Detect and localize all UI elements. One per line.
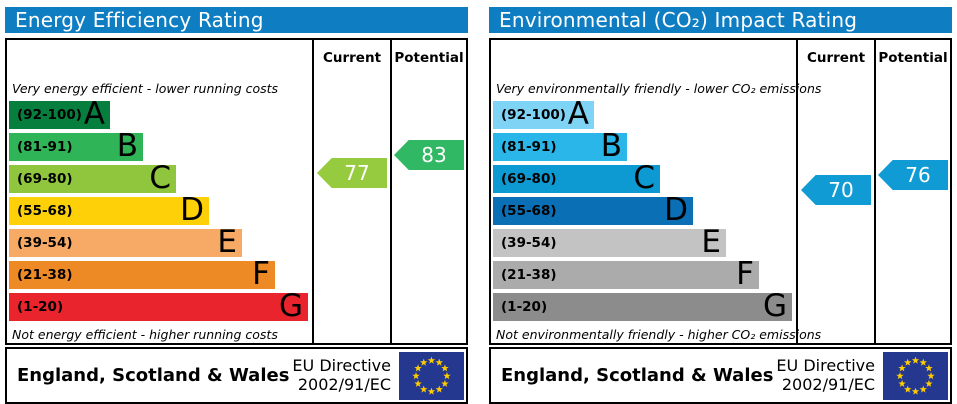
band-row-c: (69-80) C — [9, 160, 176, 196]
band-row-d: (55-68) D — [9, 192, 209, 228]
band-letter: D — [664, 192, 688, 228]
potential-column — [874, 76, 950, 343]
eu-flag-icon — [883, 351, 948, 400]
band-letter: F — [736, 256, 754, 292]
band-row-d: (55-68) D — [493, 192, 693, 228]
band-range-label: (92-100) — [17, 107, 82, 123]
band-letter: G — [278, 288, 303, 324]
panel-title: Environmental (CO₂) Impact Rating — [499, 8, 858, 32]
panel-title: Energy Efficiency Rating — [15, 8, 264, 32]
bands-area: (92-100) A (81-91) B (69-80) C (55-68) D (39-54)… — [491, 96, 796, 324]
band-row-e: (39-54) E — [493, 224, 726, 260]
potential-column-header: Potential — [874, 40, 950, 76]
header-spacer — [7, 40, 312, 76]
potential-column — [390, 76, 466, 343]
band-row-f: (21-38) F — [9, 256, 275, 292]
header-spacer — [491, 40, 796, 76]
bottom-note: Not energy efficient - higher running co… — [12, 326, 278, 342]
band-letter: C — [149, 160, 171, 196]
band-row-c: (69-80) C — [493, 160, 660, 196]
eu-directive-line2: 2002/91/EC — [781, 374, 875, 394]
band-letter: E — [217, 224, 237, 260]
band-letter: E — [701, 224, 721, 260]
band-range-label: (55-68) — [17, 203, 73, 219]
band-range-label: (92-100) — [501, 107, 566, 123]
eu-directive-line1: EU Directive — [292, 355, 391, 375]
band-letter: A — [567, 96, 589, 132]
band-row-g: (1-20) G — [493, 288, 792, 324]
band-letter: D — [180, 192, 204, 228]
band-letter: A — [83, 96, 105, 132]
band-range-label: (81-91) — [17, 139, 73, 155]
bands-area: (92-100) A (81-91) B (69-80) C (55-68) D (39-54)… — [7, 96, 312, 324]
bands-column: Very energy efficient - lower running co… — [7, 76, 312, 343]
band-letter: G — [762, 288, 787, 324]
band-row-a: (92-100) A — [9, 96, 110, 132]
band-row-b: (81-91) B — [9, 128, 143, 164]
environmental-impact-panel: Environmental (CO₂) Impact Rating Curren… — [489, 7, 952, 404]
table-header-row: Current Potential — [491, 40, 950, 76]
eu-directive-line1: EU Directive — [776, 355, 875, 375]
bands-column: Very environmentally friendly - lower CO… — [491, 76, 822, 343]
band-letter: C — [633, 160, 655, 196]
potential-rating-arrow: 76 — [878, 160, 948, 190]
eu-directive-label: EU Directive 2002/91/EC — [776, 355, 883, 395]
band-range-label: (39-54) — [501, 235, 557, 251]
band-range-label: (55-68) — [501, 203, 557, 219]
band-row-f: (21-38) F — [493, 256, 759, 292]
eu-directive-line2: 2002/91/EC — [297, 374, 391, 394]
current-rating-arrow: 70 — [801, 175, 871, 205]
energy-panel-title-bar: Energy Efficiency Rating — [5, 7, 468, 33]
top-note: Very environmentally friendly - lower CO… — [496, 81, 822, 96]
table-body: Very energy efficient - lower running co… — [7, 76, 466, 343]
band-row-e: (39-54) E — [9, 224, 242, 260]
eu-flag-icon — [399, 351, 464, 400]
energy-rating-table: Current Potential Very energy efficient … — [5, 38, 468, 345]
bottom-note: Not environmentally friendly - higher CO… — [496, 326, 822, 342]
region-label: England, Scotland & Wales — [501, 365, 774, 386]
band-range-label: (1-20) — [501, 299, 548, 315]
table-header-row: Current Potential — [7, 40, 466, 76]
current-column-header: Current — [796, 40, 874, 76]
band-letter: B — [116, 128, 138, 164]
band-letter: B — [600, 128, 622, 164]
current-rating-arrow: 77 — [317, 158, 387, 188]
band-letter: F — [252, 256, 270, 292]
current-column-header: Current — [312, 40, 390, 76]
current-column — [796, 76, 874, 343]
band-range-label: (21-38) — [17, 267, 73, 283]
environmental-rating-table: Current Potential Very environmentally f… — [489, 38, 952, 345]
region-label: England, Scotland & Wales — [17, 365, 290, 386]
band-range-label: (1-20) — [17, 299, 64, 315]
energy-efficiency-panel: Energy Efficiency Rating Current Potenti… — [5, 7, 468, 404]
band-range-label: (39-54) — [17, 235, 73, 251]
band-range-label: (69-80) — [501, 171, 557, 187]
band-range-label: (21-38) — [501, 267, 557, 283]
band-row-a: (92-100) A — [493, 96, 594, 132]
band-range-label: (81-91) — [501, 139, 557, 155]
energy-footer: England, Scotland & Wales EU Directive 2… — [5, 347, 468, 404]
band-range-label: (69-80) — [17, 171, 73, 187]
band-row-b: (81-91) B — [493, 128, 627, 164]
band-row-g: (1-20) G — [9, 288, 308, 324]
top-note: Very energy efficient - lower running co… — [12, 81, 279, 96]
environmental-footer: England, Scotland & Wales EU Directive 2… — [489, 347, 952, 404]
table-body: Very environmentally friendly - lower CO… — [491, 76, 950, 343]
potential-column-header: Potential — [390, 40, 466, 76]
environmental-panel-title-bar: Environmental (CO₂) Impact Rating — [489, 7, 952, 33]
current-column — [312, 76, 390, 343]
eu-directive-label: EU Directive 2002/91/EC — [292, 355, 399, 395]
potential-rating-arrow: 83 — [394, 140, 464, 170]
